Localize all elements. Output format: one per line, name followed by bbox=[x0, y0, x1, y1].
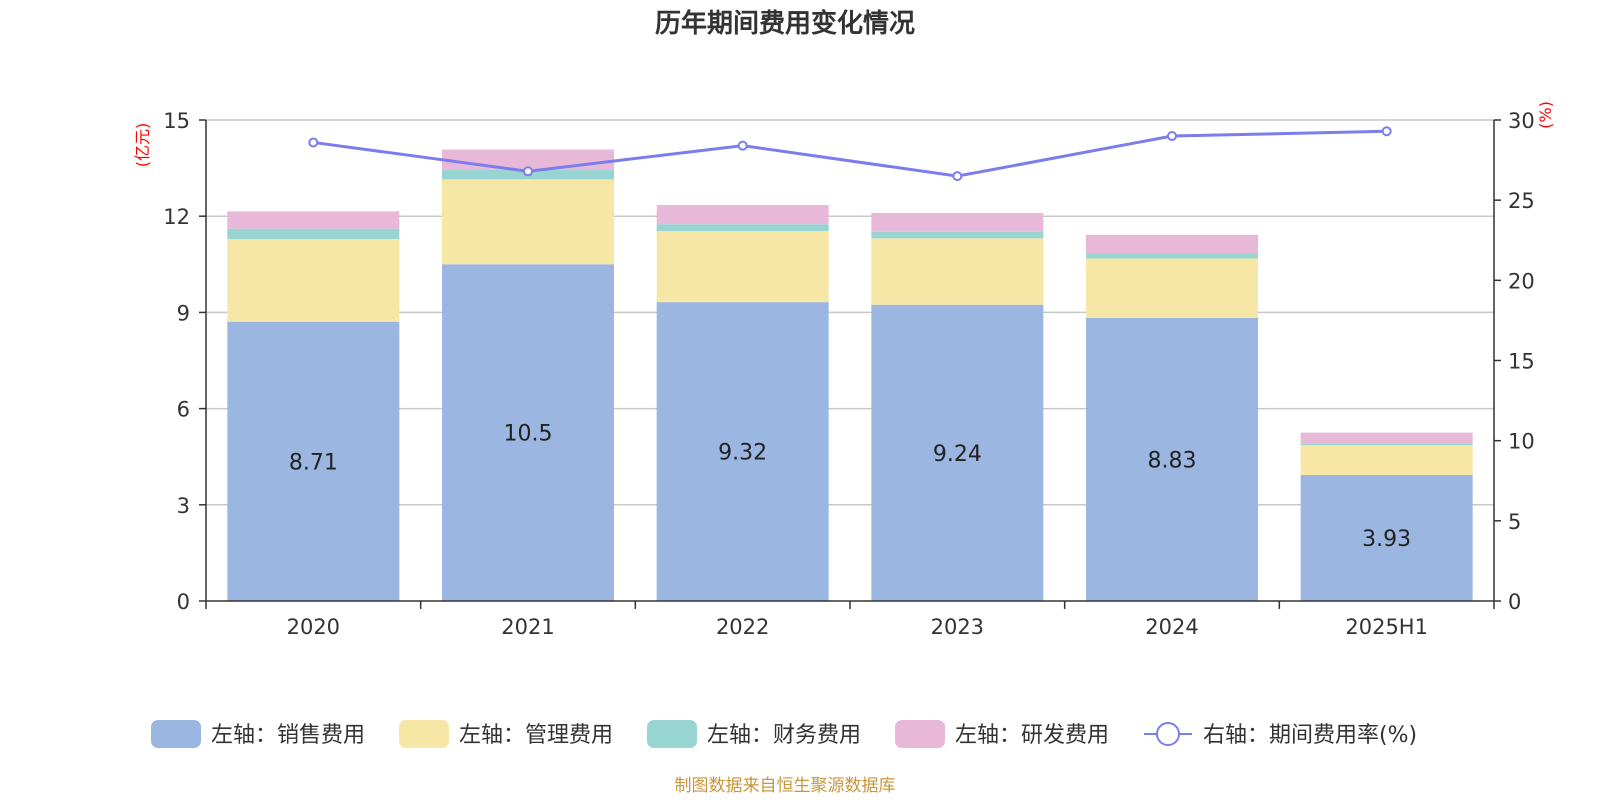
bar-segment bbox=[1086, 234, 1258, 254]
grid bbox=[206, 119, 1494, 506]
legend-label: 左轴：财务费用 bbox=[707, 723, 861, 748]
left-axis-tick-label: 3 bbox=[177, 494, 190, 518]
x-axis-tick-label: 2024 bbox=[1145, 615, 1198, 639]
x-axis-tick-label: 2023 bbox=[931, 615, 984, 639]
bar-value-label: 8.71 bbox=[289, 450, 338, 475]
bar-segment bbox=[656, 224, 829, 231]
left-axis-tick-label: 9 bbox=[177, 301, 190, 325]
bar-segment bbox=[656, 302, 829, 601]
bar-segment bbox=[871, 238, 1044, 305]
bar-value-label: 9.24 bbox=[933, 442, 982, 467]
rate-line-point bbox=[952, 171, 963, 182]
legend-swatch bbox=[895, 720, 945, 748]
left-axis-tick-label: 6 bbox=[177, 398, 190, 422]
right-axis-unit: (%) bbox=[1536, 101, 1555, 129]
bar-value-label: 8.83 bbox=[1148, 448, 1197, 473]
rate-line-point bbox=[1167, 131, 1177, 142]
rate-line bbox=[308, 126, 1392, 182]
x-axis-tick-label: 2022 bbox=[716, 615, 769, 639]
right-axis-tick-label: 20 bbox=[1508, 269, 1535, 293]
x-axis-tick-label: 2021 bbox=[501, 615, 554, 639]
bar-segment bbox=[1300, 432, 1473, 444]
rate-line-point bbox=[1381, 126, 1392, 137]
left-axis-unit: (亿元) bbox=[133, 123, 152, 168]
legend-label: 右轴：期间费用率(%) bbox=[1203, 723, 1417, 748]
bar-segment bbox=[871, 212, 1044, 232]
right-axis-tick-label: 5 bbox=[1508, 510, 1521, 534]
right-axis-tick-label: 15 bbox=[1508, 350, 1535, 374]
source-note: 制图数据来自恒生聚源数据库 bbox=[675, 776, 896, 796]
legend-swatch bbox=[151, 720, 201, 748]
bar-segment bbox=[227, 211, 400, 229]
bar-segment bbox=[871, 231, 1044, 239]
legend-label: 左轴：研发费用 bbox=[955, 723, 1109, 748]
bar-value-label: 3.93 bbox=[1362, 527, 1411, 552]
rate-line-path bbox=[313, 129, 1387, 178]
bar-segment bbox=[1300, 443, 1473, 446]
left-axis-tick-label: 12 bbox=[163, 205, 190, 229]
bar-segment bbox=[227, 228, 400, 239]
left-axis-tick-label: 15 bbox=[163, 109, 190, 133]
legend-label: 左轴：管理费用 bbox=[459, 723, 613, 748]
bar-segment bbox=[656, 230, 829, 303]
x-axis-tick-label: 2025H1 bbox=[1345, 615, 1428, 639]
x-axis-tick-label: 2020 bbox=[287, 615, 340, 639]
right-axis-tick-label: 25 bbox=[1508, 189, 1535, 213]
bar-segment bbox=[442, 264, 614, 601]
right-axis-tick-label: 10 bbox=[1508, 430, 1535, 454]
right-axis-tick-label: 30 bbox=[1508, 109, 1535, 133]
rate-line-point bbox=[523, 166, 533, 177]
legend-line-marker bbox=[1156, 722, 1180, 746]
rate-line-point bbox=[737, 140, 748, 151]
axes: 0 3 6 9 12 15 0 5 10 15 20 25 30 2020 2021 2022 2023 2024… bbox=[163, 109, 1534, 639]
bar-segment bbox=[1086, 317, 1258, 601]
bar-segment bbox=[656, 204, 829, 225]
rate-line-point bbox=[308, 137, 319, 148]
bar-segment bbox=[227, 321, 400, 601]
right-axis-tick-label: 0 bbox=[1508, 590, 1521, 614]
legend-label: 左轴：销售费用 bbox=[211, 723, 365, 748]
bar-segment bbox=[1300, 474, 1473, 601]
legend-swatch bbox=[399, 720, 449, 748]
bar-value-label: 10.5 bbox=[504, 422, 553, 447]
bar-segment bbox=[227, 238, 400, 322]
bar-segment bbox=[442, 179, 614, 265]
legend: 左轴：销售费用 左轴：管理费用 左轴：财务费用 左轴：研发费用 右轴：期间费用率(%) bbox=[151, 720, 1417, 748]
chart-title: 历年期间费用变化情况 bbox=[655, 8, 915, 39]
bar-value-label: 9.32 bbox=[718, 441, 767, 466]
bar-segment bbox=[1086, 253, 1258, 259]
bars: 8.71 10.5 9.32 9.24 8.83 3.93 bbox=[227, 149, 1473, 601]
legend-swatch bbox=[647, 720, 697, 748]
bar-segment bbox=[1300, 445, 1473, 475]
bar-segment bbox=[871, 304, 1044, 601]
bar-segment bbox=[1086, 258, 1258, 318]
left-axis-tick-label: 0 bbox=[177, 590, 190, 614]
